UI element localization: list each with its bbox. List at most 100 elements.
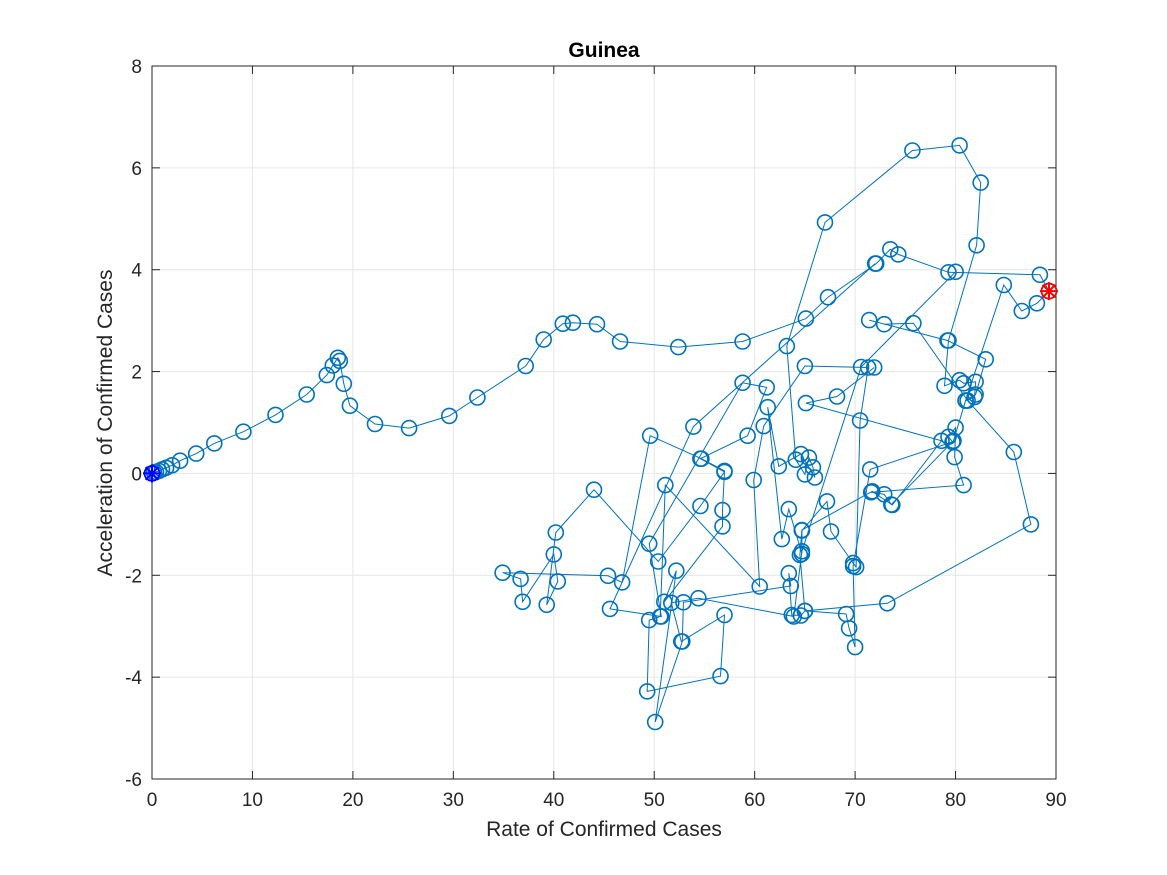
data-point [905, 314, 922, 332]
data-point [977, 350, 995, 368]
end-marker [1039, 282, 1058, 301]
data-point [972, 174, 990, 191]
data-point [792, 445, 810, 463]
data-point [693, 450, 710, 468]
data-point [968, 237, 985, 254]
data-point [554, 315, 572, 333]
data-point [995, 276, 1013, 294]
data-point [206, 435, 223, 452]
data-point [875, 315, 893, 333]
y-axis-title: Acceleration of Confirmed Cases [94, 270, 117, 577]
data-point [440, 407, 458, 425]
data-point [840, 619, 858, 637]
data-point [712, 667, 729, 685]
data-point [967, 373, 984, 391]
data-point [1005, 443, 1023, 461]
data-point [819, 288, 837, 306]
data-point [796, 602, 814, 620]
data-point [1022, 516, 1040, 533]
data-point [535, 331, 553, 348]
data-point [787, 451, 805, 469]
data-point [945, 432, 962, 450]
data-point [951, 371, 968, 389]
data-point [662, 594, 680, 612]
data-point [588, 315, 606, 333]
axes [151, 65, 1057, 780]
data-point [613, 574, 631, 591]
data-point [734, 374, 751, 392]
y-tick-label: 8 [131, 57, 142, 78]
data-point [716, 606, 733, 624]
data-point [791, 546, 809, 564]
data-point [714, 501, 731, 519]
end-marker-stroke [1041, 284, 1057, 299]
start-marker [143, 464, 161, 483]
series-points [143, 137, 1058, 731]
x-tick-label: 40 [543, 790, 564, 811]
data-point [947, 419, 964, 436]
data-point [163, 456, 181, 474]
data-point [547, 524, 565, 541]
data-point [400, 419, 418, 437]
data-point [780, 500, 798, 518]
data-point [940, 263, 957, 281]
y-tick-label: 6 [131, 159, 142, 180]
data-point [638, 683, 656, 700]
data-point [675, 593, 692, 611]
data-point [792, 607, 810, 624]
data-point [797, 394, 815, 412]
data-point [611, 333, 629, 350]
y-tick-label: 2 [131, 363, 142, 384]
y-tick-label: 4 [131, 261, 142, 282]
data-point [549, 573, 567, 590]
data-point [739, 427, 756, 445]
data-point [641, 427, 659, 445]
plot-area [152, 66, 1056, 779]
series-line [799, 322, 1032, 612]
data-point [755, 417, 773, 435]
data-point [734, 333, 751, 350]
data-point [1013, 302, 1031, 320]
data-point [773, 530, 791, 548]
data-point [564, 314, 582, 332]
x-tick-label: 60 [744, 790, 765, 811]
y-tick-label: -2 [125, 566, 142, 587]
start-end-markers [143, 282, 1058, 483]
data-point [517, 357, 535, 375]
data-point [797, 310, 815, 327]
data-point [793, 542, 811, 560]
data-point [800, 449, 818, 466]
data-point [538, 596, 556, 614]
data-point [862, 483, 880, 501]
y-tick-label: -6 [125, 770, 142, 791]
end-marker-ring [1040, 282, 1058, 300]
data-point [933, 432, 950, 450]
data-point [844, 557, 862, 575]
data-point [780, 564, 798, 582]
start-marker-stroke [144, 466, 160, 481]
data-point [859, 359, 877, 376]
data-point [335, 375, 353, 393]
data-point [951, 137, 968, 154]
data-point [793, 521, 811, 539]
data-point [818, 493, 836, 510]
data-point [656, 476, 674, 494]
data-point [601, 600, 619, 618]
data-point [187, 445, 205, 462]
data-point [865, 359, 883, 376]
data-point [669, 338, 687, 356]
data-point [545, 546, 563, 563]
data-point [889, 246, 907, 263]
data-point [866, 255, 884, 272]
x-axis-title: Rate of Confirmed Cases [486, 818, 722, 841]
chart-title: Guinea [568, 39, 640, 62]
data-point [936, 377, 953, 395]
y-tick-label: -4 [125, 668, 142, 689]
x-tick-label: 20 [342, 790, 363, 811]
data-point [955, 476, 972, 494]
data-point [770, 457, 788, 475]
data-point [673, 633, 691, 650]
x-tick-label: 70 [845, 790, 866, 811]
data-point [331, 352, 349, 370]
data-point [860, 311, 878, 329]
